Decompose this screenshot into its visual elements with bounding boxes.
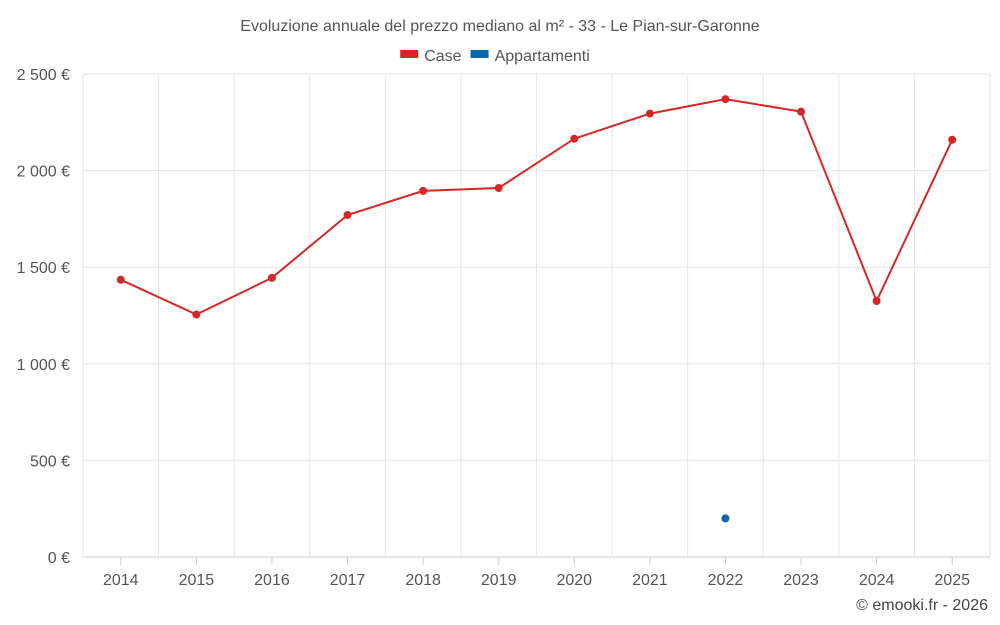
y-tick-label: 1 500 € bbox=[17, 260, 70, 277]
x-tick-label: 2021 bbox=[632, 572, 668, 589]
x-tick-label: 2022 bbox=[708, 572, 744, 589]
y-tick-label: 500 € bbox=[30, 453, 70, 470]
credit-text: © emooki.fr - 2026 bbox=[856, 597, 988, 614]
data-point bbox=[872, 297, 881, 306]
legend-label: Appartamenti bbox=[495, 48, 590, 65]
x-tick-label: 2017 bbox=[330, 572, 366, 589]
x-tick-label: 2025 bbox=[934, 572, 970, 589]
chart-title: Evoluzione annuale del prezzo mediano al… bbox=[240, 18, 760, 35]
y-tick-label: 2 000 € bbox=[17, 164, 70, 181]
data-point bbox=[570, 134, 579, 143]
x-tick-label: 2024 bbox=[859, 572, 895, 589]
data-point bbox=[721, 95, 730, 104]
legend-swatch bbox=[470, 50, 489, 58]
data-point bbox=[721, 514, 730, 523]
series-line-0 bbox=[120, 98, 954, 316]
x-tick-label: 2016 bbox=[254, 572, 290, 589]
grid bbox=[82, 73, 991, 557]
data-point bbox=[343, 211, 352, 220]
x-tick-label: 2015 bbox=[179, 572, 215, 589]
x-tick-label: 2014 bbox=[103, 572, 139, 589]
legend-label: Case bbox=[424, 48, 461, 65]
data-point bbox=[116, 275, 125, 284]
y-tick-label: 2 500 € bbox=[17, 67, 70, 84]
legend: Case Appartamenti bbox=[400, 48, 590, 65]
data-point bbox=[419, 186, 428, 195]
y-tick-label: 1 000 € bbox=[17, 357, 70, 374]
y-tick-label: 0 € bbox=[48, 550, 70, 567]
data-point bbox=[797, 107, 806, 116]
data-point bbox=[645, 109, 654, 118]
data-point bbox=[494, 183, 503, 192]
data-point bbox=[192, 310, 201, 319]
legend-swatch bbox=[400, 50, 419, 58]
series bbox=[116, 95, 957, 523]
x-tick-label: 2020 bbox=[556, 572, 592, 589]
data-point bbox=[267, 273, 276, 282]
x-tick-label: 2019 bbox=[481, 572, 517, 589]
x-tick-label: 2018 bbox=[405, 572, 441, 589]
x-tick-label: 2023 bbox=[783, 572, 819, 589]
axes: 0 € 500 € 1 000 € 1 500 € 2 000 € 2 500 € 2014… bbox=[17, 67, 990, 589]
data-point bbox=[948, 135, 957, 144]
